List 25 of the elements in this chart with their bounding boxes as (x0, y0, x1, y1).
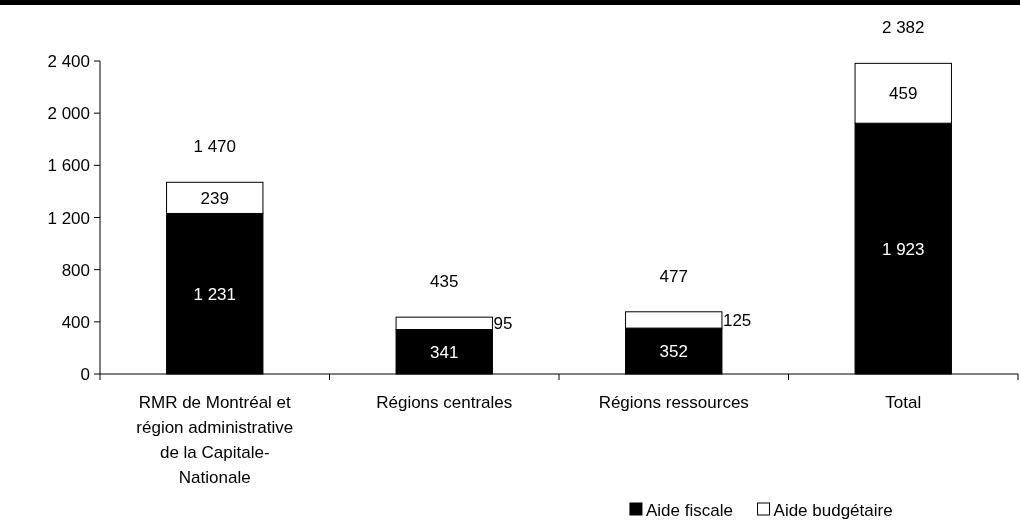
y-tick-label: 1 600 (47, 156, 90, 176)
y-tick-label: 400 (61, 312, 90, 332)
x-tick-label: Total (885, 393, 922, 412)
y-tick-label: 2 000 (47, 104, 90, 124)
legend-label: Aide budgétaire (773, 501, 893, 520)
x-tick-label: Régions centrales (376, 393, 513, 412)
y-tick-label: 800 (61, 260, 90, 280)
data-label: 352 (659, 342, 688, 362)
data-label: 95 (493, 314, 513, 334)
data-label: 459 (889, 84, 918, 104)
data-label: 341 (430, 342, 459, 362)
data-label: 239 (200, 188, 229, 208)
total-label: 2 382 (881, 18, 925, 38)
data-label: 1 231 (193, 284, 237, 304)
y-tick-label: 0 (80, 365, 90, 384)
total-label: 1 470 (193, 137, 237, 157)
data-label: 1 923 (881, 239, 925, 259)
y-tick-label: 2 400 (47, 52, 90, 71)
y-tick-label: 1 200 (47, 208, 90, 228)
x-tick-label: RMR de Montréal et région administrative de la Capitale-Nationale (136, 393, 294, 487)
legend-label: Aide fiscale (645, 501, 733, 520)
data-label: 125 (722, 310, 752, 330)
total-label: 435 (430, 272, 459, 292)
total-label: 477 (659, 266, 688, 286)
x-tick-label: Régions ressources (598, 393, 749, 412)
